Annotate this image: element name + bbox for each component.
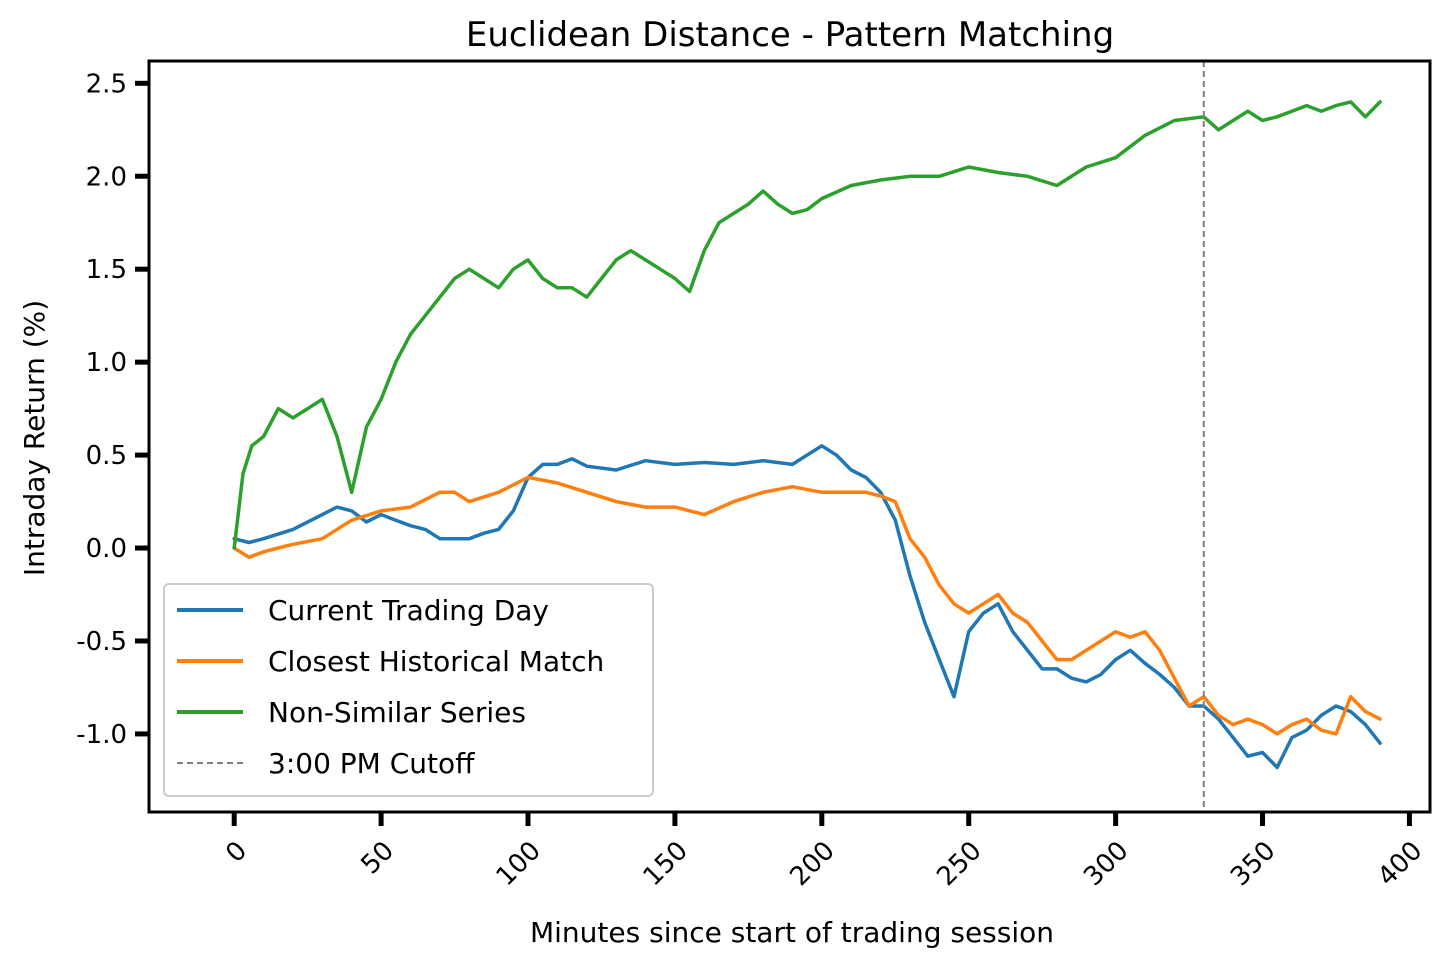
plot-frame: [147, 59, 1432, 814]
legend-entries: Current Trading Day Closest Historical Ma…: [177, 594, 604, 780]
series-line-1: [232, 475, 1382, 736]
legend-label: 3:00 PM Cutoff: [268, 747, 475, 780]
legend-box: [163, 583, 654, 797]
x-tick-label: 350: [1225, 836, 1281, 892]
x-tick-label: 400: [1372, 836, 1428, 892]
legend-label: Non-Similar Series: [268, 696, 526, 729]
y-tick-label: -0.5: [76, 627, 127, 657]
y-axis-label: Intraday Return (%): [18, 300, 51, 576]
y-tick-label: -1.0: [76, 720, 127, 750]
series-line-2: [232, 100, 1382, 550]
legend-label: Closest Historical Match: [268, 645, 604, 678]
y-tick-label: 0.5: [86, 441, 127, 471]
x-tick-label: 100: [491, 836, 547, 892]
x-tick-label: 250: [931, 836, 987, 892]
y-tick-label: 2.0: [86, 162, 127, 192]
chart-title: Euclidean Distance - Pattern Matching: [466, 15, 1114, 55]
y-tick-label: 0.0: [86, 534, 127, 564]
series-line-0: [232, 444, 1382, 770]
legend-label: Current Trading Day: [268, 594, 549, 627]
y-axis-ticks: -1.0 -0.5 0.0 0.5 1.0 1.5 2.0 2.5: [76, 69, 149, 750]
x-tick-label: 300: [1078, 836, 1134, 892]
y-tick-label: 1.5: [86, 255, 127, 285]
x-tick-label: 0: [220, 836, 253, 869]
y-tick-label: 2.5: [86, 69, 127, 99]
legend: Current Trading Day Closest Historical Ma…: [163, 583, 654, 797]
y-tick-label: 1.0: [86, 348, 127, 378]
x-axis-ticks: 0 50 100 150 200 250 300 350 400: [220, 812, 1428, 892]
x-tick-label: 200: [784, 836, 840, 892]
x-axis-label: Minutes since start of trading session: [530, 916, 1054, 949]
x-tick-label: 50: [355, 836, 400, 881]
plot-lines: [232, 61, 1382, 812]
x-tick-label: 150: [638, 836, 694, 892]
